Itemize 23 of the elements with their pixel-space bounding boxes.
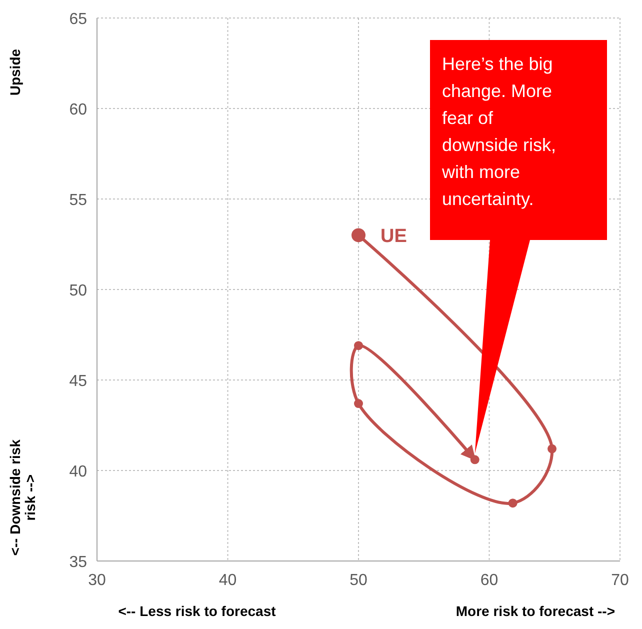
point — [508, 498, 518, 508]
point — [548, 444, 557, 454]
x-tick-label: 60 — [480, 572, 498, 589]
text: More risk to forecast --> — [456, 603, 615, 619]
x-tick-label: 70 — [611, 572, 629, 589]
annotation: Here’s the big change. More fear of downside risk, with more uncertainty. — [441, 54, 556, 209]
x-tick-label: 40 — [218, 572, 237, 589]
y-tick-label: 40 — [69, 464, 88, 480]
text: Upside — [7, 48, 23, 96]
y-axis-title: <-- Downside risk risk --> — [7, 439, 38, 556]
point — [470, 455, 480, 464]
y-tick-label: 65 — [69, 11, 88, 28]
y-tick-label: 50 — [69, 282, 88, 300]
y-tick-label: 55 — [69, 192, 88, 209]
point — [354, 399, 363, 408]
y-tick-label: 60 — [69, 102, 88, 118]
x-tick-label: 30 — [88, 572, 106, 589]
point — [354, 341, 363, 350]
x-tick-label: 50 — [350, 572, 368, 589]
y-tick-label: 45 — [69, 373, 88, 390]
x-axis-title: <-- Less risk to forecast — [118, 603, 276, 619]
y-tick-label: 35 — [69, 554, 88, 571]
series-label: UE — [380, 226, 407, 248]
